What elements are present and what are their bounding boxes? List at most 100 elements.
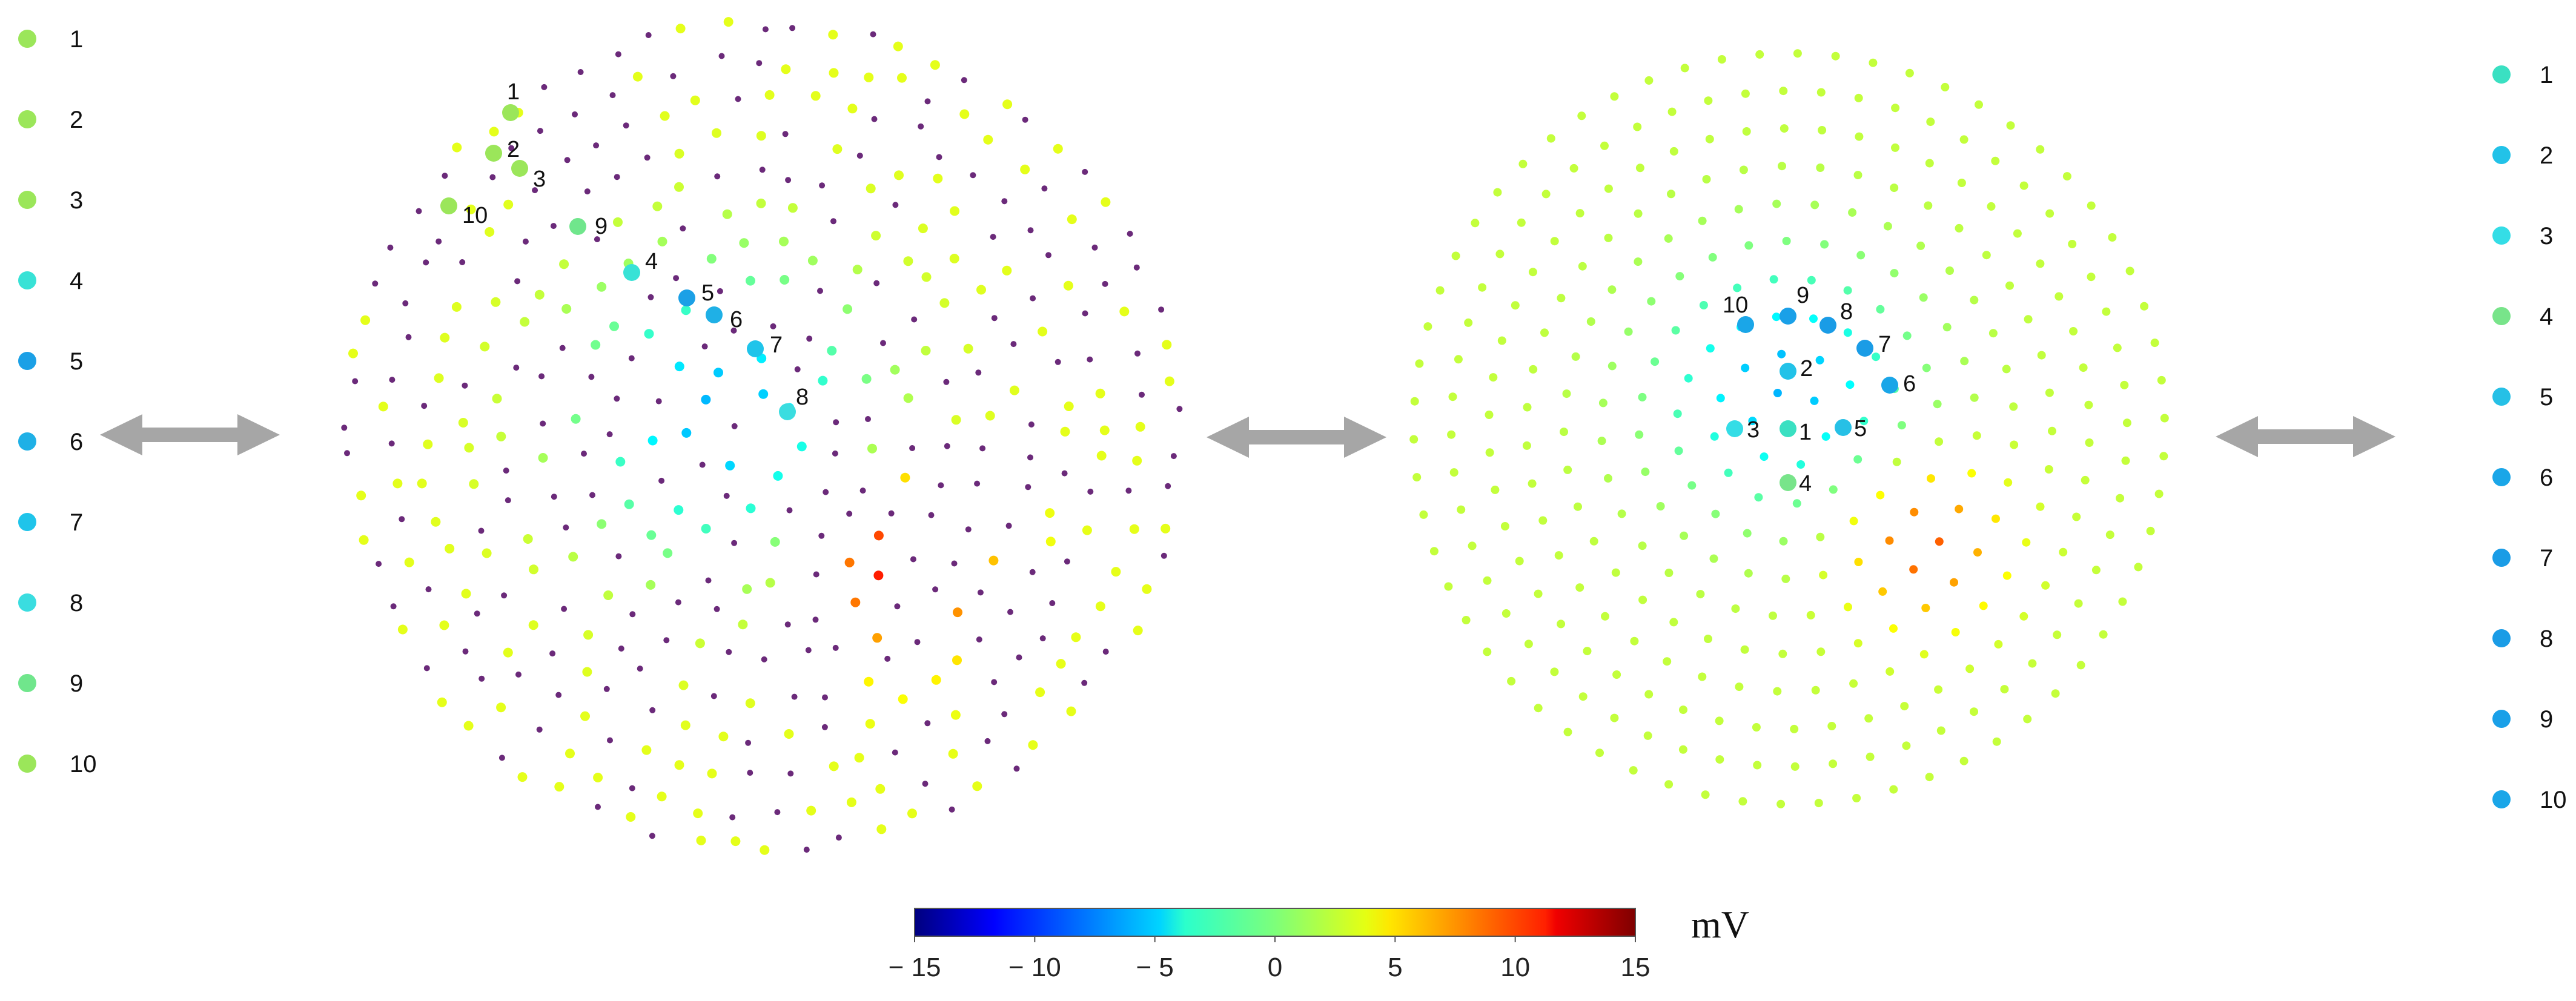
- electrode-dot: [1739, 165, 1748, 174]
- legend-marker-4: [18, 271, 36, 289]
- sensor-dot: [1081, 679, 1088, 686]
- sensor-dot: [1102, 649, 1109, 655]
- electrode-dot: [466, 204, 476, 214]
- marked-electrode-2: [1780, 363, 1796, 380]
- sensor-dot: [402, 300, 409, 306]
- electrode-dot: [1816, 88, 1826, 97]
- electrode-dot: [1471, 219, 1480, 228]
- electrode-dot: [930, 60, 940, 70]
- electrode-dot: [1869, 58, 1878, 67]
- electrode-dot: [1782, 237, 1791, 245]
- electrode-dot: [1583, 647, 1592, 656]
- electrode-dot: [2024, 315, 2033, 324]
- electrode-dot: [2022, 538, 2031, 547]
- sensor-dot: [784, 621, 791, 628]
- sensor-dot: [1016, 654, 1022, 661]
- electrode-dot: [2087, 273, 2096, 282]
- electrode-dot: [725, 460, 735, 471]
- electrode-dot: [1507, 676, 1516, 686]
- electrode-dot: [832, 144, 843, 154]
- electrode-dot: [1457, 505, 1466, 514]
- sensor-dot: [549, 650, 556, 657]
- sensor-dot: [513, 365, 520, 371]
- electrode-dot: [1129, 524, 1139, 534]
- electrode-dot: [1644, 690, 1654, 699]
- sensor-dot: [1007, 609, 1013, 615]
- electrode-dot: [603, 590, 614, 600]
- sensor-dot: [372, 280, 379, 287]
- legend-label-3: 3: [2540, 223, 2553, 249]
- electrode-dot: [674, 760, 684, 770]
- sensor-dot: [1030, 295, 1036, 302]
- electrode-dot: [2002, 365, 2011, 374]
- electrode-dot: [2045, 209, 2055, 218]
- marked-electrode-10: [440, 197, 457, 214]
- sensor-dot: [389, 377, 396, 383]
- electrode-dot: [348, 348, 358, 358]
- electrode-dot: [1897, 421, 1906, 430]
- electrode-dot: [903, 393, 913, 403]
- electrode-dot: [1651, 357, 1660, 366]
- sensor-dot: [1091, 244, 1098, 251]
- electrode-dot: [1970, 707, 1978, 716]
- electrode-dot: [1020, 164, 1030, 174]
- sensor-dot: [341, 425, 348, 431]
- sensor-dot: [770, 323, 776, 329]
- marked-electrode-label-8: 8: [1840, 299, 1853, 325]
- sensor-dot: [390, 603, 397, 610]
- electrode-dot: [1790, 762, 1800, 771]
- electrode-dot: [1550, 237, 1559, 246]
- electrode-dot: [1464, 318, 1473, 327]
- electrode-dot: [1878, 587, 1887, 596]
- electrode-dot: [701, 394, 711, 405]
- electrode-dot: [2048, 426, 2056, 435]
- electrode-dot: [1699, 301, 1708, 309]
- electrode-dot: [2102, 307, 2111, 316]
- electrode-dot: [921, 346, 931, 355]
- electrode-dot: [1617, 509, 1626, 518]
- electrode-dot: [1780, 124, 1789, 133]
- electrode-dot: [1829, 759, 1838, 768]
- electrode-dot: [1451, 251, 1460, 260]
- electrode-dot: [680, 720, 690, 730]
- electrode-dot: [1511, 301, 1520, 310]
- electrode-dot: [2036, 145, 2045, 154]
- legend-marker-4: [2492, 307, 2511, 325]
- electrode-dot: [1744, 569, 1753, 578]
- electrode-dot: [2044, 465, 2053, 474]
- sensor-dot: [710, 693, 717, 699]
- electrode-dot: [571, 414, 581, 424]
- electrode-dot: [681, 428, 692, 438]
- electrode-dot: [1643, 731, 1652, 740]
- sensor-dot: [1013, 765, 1020, 772]
- sensor-dot: [870, 31, 876, 38]
- legend-label-8: 8: [2540, 626, 2553, 652]
- electrode-dot: [1853, 455, 1862, 464]
- electrode-dot: [1064, 401, 1074, 411]
- legend-marker-7: [2492, 549, 2511, 567]
- electrode-dot: [644, 329, 654, 339]
- electrode-dot: [2079, 363, 2088, 372]
- electrode-dot: [1635, 430, 1644, 439]
- marked-electrode-7: [1856, 340, 1873, 357]
- electrode-dot: [950, 710, 961, 720]
- electrode-dot: [1009, 385, 1019, 395]
- sensor-dot: [1082, 168, 1088, 175]
- sensor-dot: [462, 382, 468, 389]
- electrode-dot: [1678, 745, 1687, 754]
- sensor-dot: [609, 92, 616, 99]
- electrode-dot: [718, 732, 729, 742]
- electrode-dot: [1777, 349, 1786, 358]
- electrode-dot: [1119, 306, 1130, 317]
- electrode-dot: [1600, 141, 1609, 150]
- electrode-dot: [1528, 479, 1537, 488]
- electrode-dot: [2041, 581, 2050, 590]
- electrode-dot: [707, 768, 717, 779]
- electrode-dot: [674, 505, 684, 515]
- sensor-dot: [623, 122, 629, 129]
- electrode-dot: [1578, 262, 1587, 271]
- electrode-dot: [2081, 475, 2090, 484]
- electrode-dot: [1955, 504, 1964, 514]
- electrode-dot: [1687, 481, 1697, 490]
- electrode-dot: [615, 457, 626, 467]
